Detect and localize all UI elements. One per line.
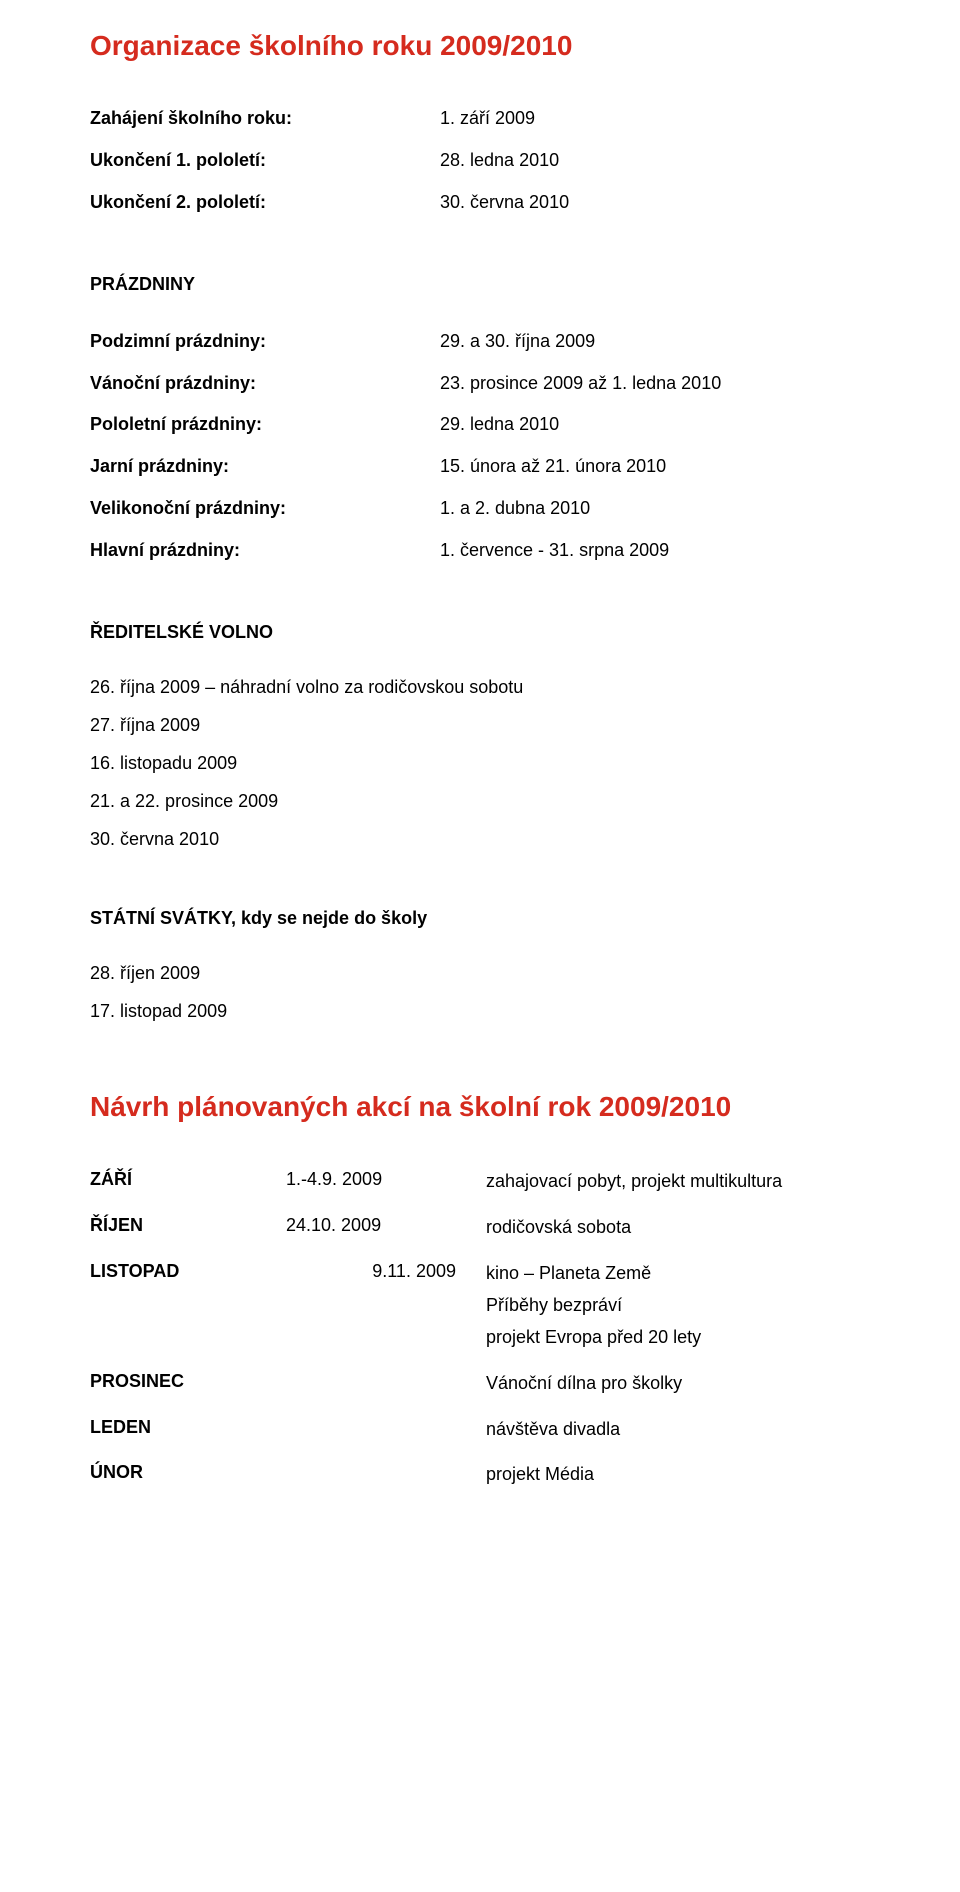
plan-month: ÚNOR (90, 1452, 286, 1498)
kv-val: 1. července - 31. srpna 2009 (440, 530, 721, 572)
org-block: Zahájení školního roku: 1. září 2009 Uko… (90, 98, 569, 224)
kv-key: Velikonoční prázdniny: (90, 488, 440, 530)
list-item: 16. listopadu 2009 (90, 745, 870, 783)
kv-key: Jarní prázdniny: (90, 446, 440, 488)
plan-desc-line: Příběhy bezpráví (486, 1290, 782, 1322)
plan-date: 1.-4.9. 2009 (286, 1159, 486, 1205)
kv-val: 29. a 30. října 2009 (440, 321, 721, 363)
plan-desc: návštěva divadla (486, 1407, 782, 1453)
plan-date (286, 1452, 486, 1498)
svatky-list: 28. říjen 2009 17. listopad 2009 (90, 955, 870, 1031)
kv-key: Vánoční prázdniny: (90, 363, 440, 405)
holidays-block: Podzimní prázdniny: 29. a 30. října 2009… (90, 321, 721, 572)
kv-row: Pololetní prázdniny: 29. ledna 2010 (90, 404, 721, 446)
plan-date (286, 1361, 486, 1407)
kv-val: 29. ledna 2010 (440, 404, 721, 446)
kv-val: 1. září 2009 (440, 98, 569, 140)
holidays-heading: PRÁZDNINY (90, 274, 870, 295)
kv-val: 1. a 2. dubna 2010 (440, 488, 721, 530)
kv-key: Ukončení 1. pololetí: (90, 140, 440, 182)
plan-month: ŘÍJEN (90, 1205, 286, 1251)
reditelske-heading: ŘEDITELSKÉ VOLNO (90, 622, 870, 643)
kv-row: Vánoční prázdniny: 23. prosince 2009 až … (90, 363, 721, 405)
plan-table: ZÁŘÍ 1.-4.9. 2009 zahajovací pobyt, proj… (90, 1159, 782, 1498)
list-item: 28. říjen 2009 (90, 955, 870, 993)
plan-desc: kino – Planeta Země Příběhy bezpráví pro… (486, 1251, 782, 1361)
kv-key: Hlavní prázdniny: (90, 530, 440, 572)
kv-val: 23. prosince 2009 až 1. ledna 2010 (440, 363, 721, 405)
kv-val: 28. ledna 2010 (440, 140, 569, 182)
plan-desc: projekt Média (486, 1452, 782, 1498)
plan-desc-line: Vánoční dílna pro školky (486, 1368, 782, 1400)
kv-row: Zahájení školního roku: 1. září 2009 (90, 98, 569, 140)
kv-row: Ukončení 1. pololetí: 28. ledna 2010 (90, 140, 569, 182)
plan-desc: zahajovací pobyt, projekt multikultura (486, 1159, 782, 1205)
plan-desc: Vánoční dílna pro školky (486, 1361, 782, 1407)
list-item: 26. října 2009 – náhradní volno za rodič… (90, 669, 870, 707)
kv-row: Podzimní prázdniny: 29. a 30. října 2009 (90, 321, 721, 363)
plan-desc-line: projekt Evropa před 20 lety (486, 1322, 782, 1354)
plan-desc: rodičovská sobota (486, 1205, 782, 1251)
plan-row: LISTOPAD 9.11. 2009 kino – Planeta Země … (90, 1251, 782, 1361)
plan-date (286, 1407, 486, 1453)
plan-month: LISTOPAD (90, 1251, 286, 1361)
plan-row: PROSINEC Vánoční dílna pro školky (90, 1361, 782, 1407)
main-heading-2: Návrh plánovaných akcí na školní rok 200… (90, 1091, 870, 1123)
plan-row: LEDEN návštěva divadla (90, 1407, 782, 1453)
kv-key: Pololetní prázdniny: (90, 404, 440, 446)
kv-key: Ukončení 2. pololetí: (90, 182, 440, 224)
plan-month: ZÁŘÍ (90, 1159, 286, 1205)
kv-val: 15. února až 21. února 2010 (440, 446, 721, 488)
kv-row: Jarní prázdniny: 15. února až 21. února … (90, 446, 721, 488)
plan-row: ÚNOR projekt Média (90, 1452, 782, 1498)
plan-desc-line: rodičovská sobota (486, 1212, 782, 1244)
plan-row: ZÁŘÍ 1.-4.9. 2009 zahajovací pobyt, proj… (90, 1159, 782, 1205)
plan-desc-line: projekt Média (486, 1459, 782, 1491)
kv-key: Podzimní prázdniny: (90, 321, 440, 363)
document-page: Organizace školního roku 2009/2010 Zaháj… (0, 0, 960, 1892)
plan-month: LEDEN (90, 1407, 286, 1453)
plan-date: 9.11. 2009 (286, 1251, 486, 1361)
list-item: 30. června 2010 (90, 821, 870, 859)
reditelske-list: 26. října 2009 – náhradní volno za rodič… (90, 669, 870, 858)
kv-row: Ukončení 2. pololetí: 30. června 2010 (90, 182, 569, 224)
kv-row: Hlavní prázdniny: 1. července - 31. srpn… (90, 530, 721, 572)
kv-row: Velikonoční prázdniny: 1. a 2. dubna 201… (90, 488, 721, 530)
plan-desc-line: návštěva divadla (486, 1414, 782, 1446)
plan-desc-line: zahajovací pobyt, projekt multikultura (486, 1166, 782, 1198)
kv-key: Zahájení školního roku: (90, 98, 440, 140)
svatky-heading: STÁTNÍ SVÁTKY, kdy se nejde do školy (90, 908, 870, 929)
main-heading-1: Organizace školního roku 2009/2010 (90, 30, 870, 62)
plan-desc-line: kino – Planeta Země (486, 1258, 782, 1290)
plan-date: 24.10. 2009 (286, 1205, 486, 1251)
list-item: 27. října 2009 (90, 707, 870, 745)
list-item: 17. listopad 2009 (90, 993, 870, 1031)
plan-row: ŘÍJEN 24.10. 2009 rodičovská sobota (90, 1205, 782, 1251)
kv-val: 30. června 2010 (440, 182, 569, 224)
list-item: 21. a 22. prosince 2009 (90, 783, 870, 821)
plan-month: PROSINEC (90, 1361, 286, 1407)
